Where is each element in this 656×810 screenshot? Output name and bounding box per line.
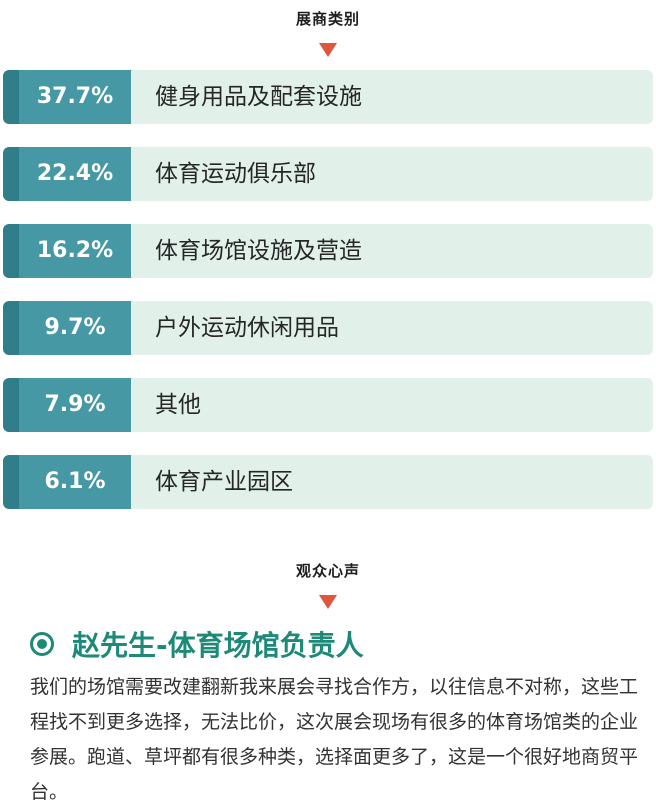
category-percent: 7.9%	[44, 392, 106, 417]
category-percent: 22.4%	[36, 161, 114, 186]
category-percent: 6.1%	[44, 469, 106, 494]
down-triangle-icon	[319, 595, 337, 609]
category-item: 6.1% 体育产业园区	[3, 455, 653, 509]
category-label: 户外运动休闲用品	[155, 315, 339, 341]
percent-badge: 37.7%	[3, 70, 131, 124]
category-item: 9.7% 户外运动休闲用品	[3, 301, 653, 355]
percent-badge: 22.4%	[3, 147, 131, 201]
category-label: 体育场馆设施及营造	[155, 238, 362, 264]
category-percent: 16.2%	[36, 238, 114, 263]
section-heading-exhibitor-categories: 展商类别	[0, 8, 656, 57]
category-percent: 37.7%	[36, 84, 114, 109]
target-circle-icon	[30, 632, 54, 656]
category-label: 体育运动俱乐部	[155, 161, 316, 187]
percent-badge: 7.9%	[3, 378, 131, 432]
category-label: 体育产业园区	[155, 469, 293, 495]
percent-badge: 6.1%	[3, 455, 131, 509]
category-item: 16.2% 体育场馆设施及营造	[3, 224, 653, 278]
category-percent: 9.7%	[44, 315, 106, 340]
category-label: 健身用品及配套设施	[155, 84, 362, 110]
percent-badge: 9.7%	[3, 301, 131, 355]
testimonial-text: 我们的场馆需要改建翻新我来展会寻找合作方，以往信息不对称，这些工程找不到更多选择…	[30, 676, 639, 803]
category-item: 7.9% 其他	[3, 378, 653, 432]
section-heading-visitor-voice: 观众心声	[0, 560, 656, 609]
down-triangle-icon	[319, 43, 337, 57]
category-label: 其他	[155, 392, 201, 418]
category-item: 22.4% 体育运动俱乐部	[3, 147, 653, 201]
percent-badge: 16.2%	[3, 224, 131, 278]
category-item: 37.7% 健身用品及配套设施	[3, 70, 653, 124]
section-title: 展商类别	[295, 10, 360, 28]
testimonial-name: 赵先生-体育场馆负责人	[72, 629, 364, 662]
category-list: 37.7% 健身用品及配套设施 22.4% 体育运动俱乐部 16.2% 体育场馆…	[3, 70, 653, 532]
section-title: 观众心声	[295, 562, 360, 580]
testimonial-header: 赵先生-体育场馆负责人	[30, 624, 364, 664]
